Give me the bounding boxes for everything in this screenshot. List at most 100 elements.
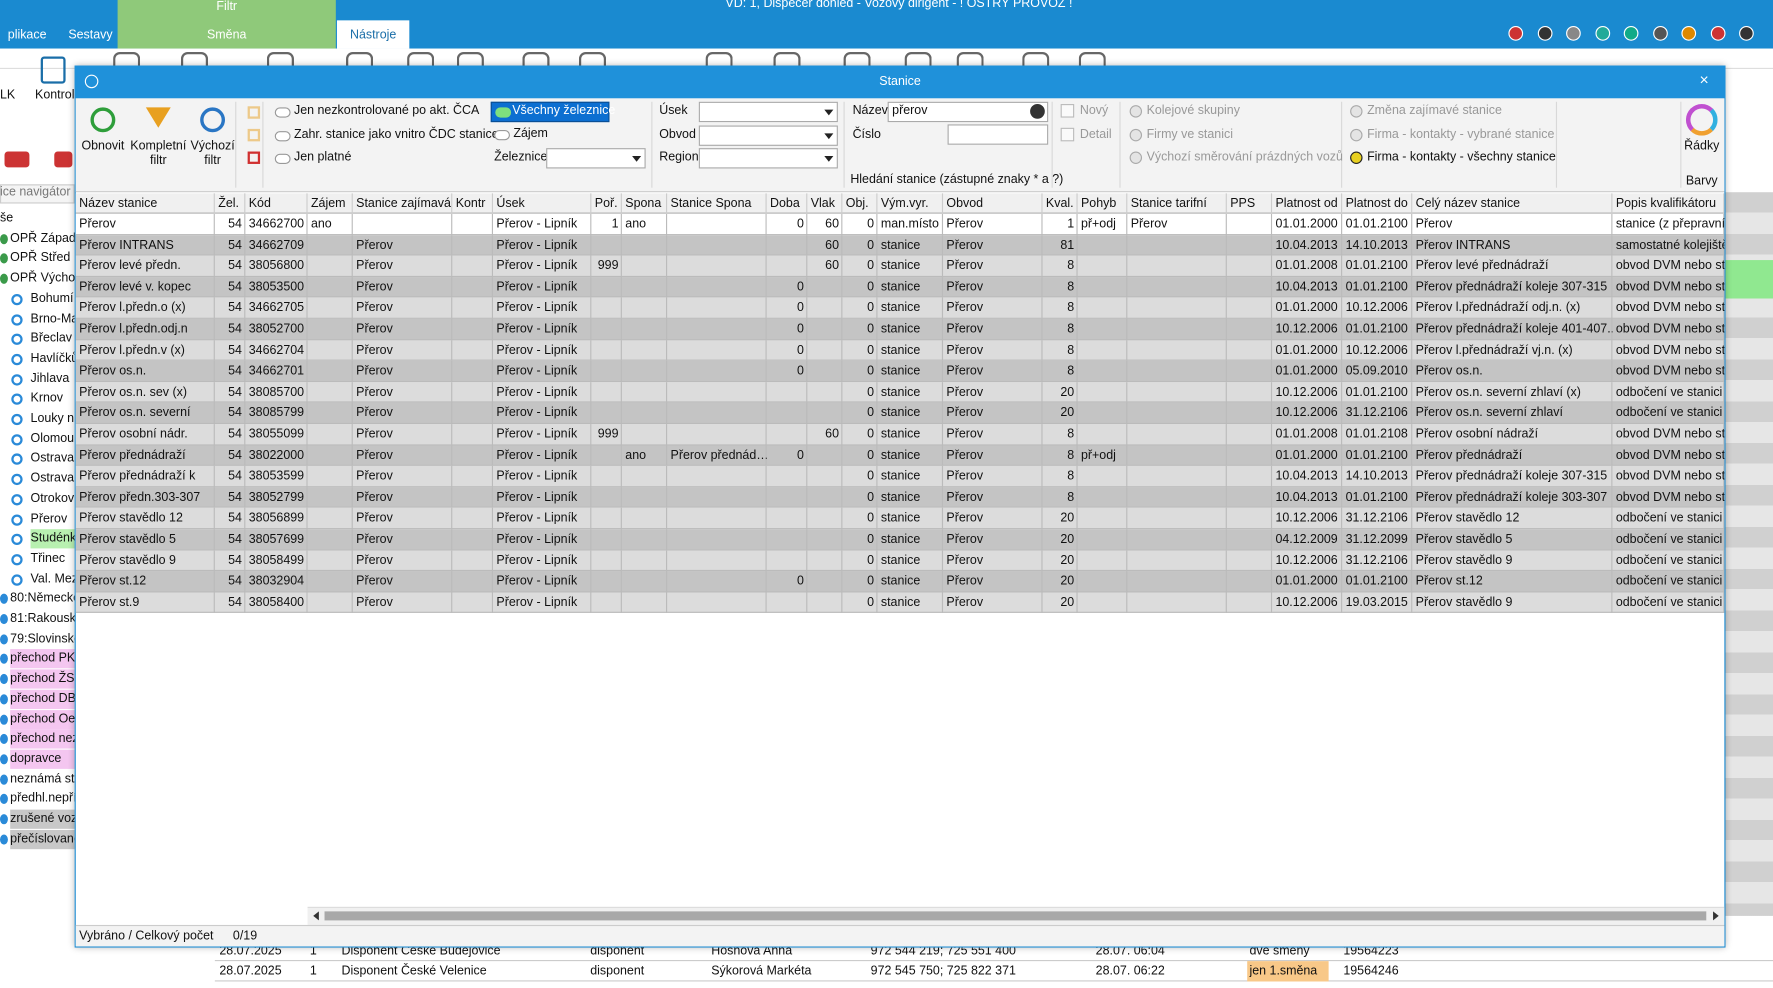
- ribbon-icon[interactable]: [407, 52, 435, 66]
- link[interactable]: Firma - kontakty - vybrané stanice: [1367, 127, 1555, 141]
- tree-item[interactable]: 79:Slovinsko: [10, 631, 75, 646]
- column-header[interactable]: Spona: [622, 193, 668, 214]
- ribbon-icon[interactable]: [843, 52, 871, 66]
- link[interactable]: Firmy ve stanici: [1146, 127, 1233, 141]
- column-header[interactable]: Zájem: [308, 193, 353, 214]
- small-icon[interactable]: [247, 151, 261, 164]
- column-header[interactable]: Doba: [767, 193, 808, 214]
- rows-icon[interactable]: [1685, 104, 1718, 136]
- column-header[interactable]: Popis kvalifikátoru: [1612, 193, 1725, 214]
- tree-item[interactable]: Bohumí: [30, 291, 74, 306]
- ribbon-tab[interactable]: Nástroje: [349, 28, 397, 42]
- checkbox-label[interactable]: Nový: [1079, 104, 1109, 118]
- option-label[interactable]: Jen platné: [293, 150, 352, 164]
- tree-item[interactable]: Třinec: [30, 551, 66, 566]
- tree-item[interactable]: přechod Oe: [10, 709, 75, 729]
- tree-item[interactable]: přechod ŽSI: [10, 669, 75, 689]
- scroll-thumb[interactable]: [324, 911, 1707, 921]
- column-header[interactable]: Kód: [245, 193, 308, 214]
- clear-button[interactable]: [1030, 104, 1045, 119]
- table-row[interactable]: [75, 529, 1725, 551]
- tree-item[interactable]: Studénk: [30, 529, 75, 549]
- left-icon[interactable]: [40, 56, 66, 84]
- tree-item[interactable]: Otrokov: [30, 491, 75, 506]
- ribbon-icon[interactable]: [522, 52, 550, 66]
- checkbox[interactable]: [1060, 104, 1075, 118]
- table-row[interactable]: [75, 550, 1725, 572]
- column-header[interactable]: Vým.vyr.: [877, 193, 944, 214]
- ribbon-tab[interactable]: Sestavy: [68, 28, 113, 42]
- column-header[interactable]: Název stanice: [76, 193, 215, 214]
- table-row[interactable]: [75, 276, 1725, 298]
- toggle-on[interactable]: [495, 107, 512, 118]
- ribbon-icon[interactable]: [705, 52, 733, 66]
- column-header[interactable]: Stanice Spona: [667, 193, 767, 214]
- tree-item[interactable]: přechod nez: [10, 729, 75, 749]
- column-header[interactable]: Žel.: [215, 193, 246, 214]
- link[interactable]: Kolejové skupiny: [1146, 104, 1240, 118]
- scroll-arrow[interactable]: [313, 911, 319, 921]
- column-header[interactable]: Platnost do: [1342, 193, 1413, 214]
- column-header[interactable]: Poř.: [591, 193, 622, 214]
- link[interactable]: Změna zajímavé stanice: [1367, 104, 1502, 118]
- tree-item[interactable]: še: [0, 211, 14, 226]
- table-row[interactable]: [75, 402, 1725, 425]
- tree-item[interactable]: Louky na: [30, 411, 75, 426]
- table-row[interactable]: [75, 424, 1725, 446]
- column-header[interactable]: Platnost od: [1272, 193, 1343, 214]
- table-row[interactable]: [75, 297, 1725, 319]
- checkbox-label[interactable]: Detail: [1079, 127, 1112, 141]
- toolbar-button[interactable]: Obnovit: [81, 139, 125, 153]
- ribbon-icon[interactable]: [113, 52, 141, 66]
- toolbar-icon[interactable]: [1566, 26, 1581, 41]
- ribbon-tab[interactable]: Filtr: [216, 0, 238, 14]
- table-row[interactable]: [75, 318, 1725, 340]
- search-value[interactable]: přerov: [892, 104, 928, 118]
- toolbar-icon[interactable]: [1508, 26, 1524, 41]
- tree-item[interactable]: OPŘ Západ: [10, 231, 75, 246]
- toolbar-icon[interactable]: [1739, 26, 1754, 41]
- tree-item[interactable]: Ostrava-: [30, 471, 75, 486]
- table-row[interactable]: [75, 360, 1725, 382]
- table-row[interactable]: [75, 381, 1725, 403]
- column-header[interactable]: Vlak: [807, 193, 843, 214]
- option-label[interactable]: Zahr. stanice jako vnitro ČDC stanice: [293, 127, 499, 141]
- toolbar-icon[interactable]: [1594, 26, 1610, 41]
- ribbon-icon[interactable]: [180, 52, 209, 66]
- ribbon-tab[interactable]: plikace: [7, 28, 47, 42]
- table-row[interactable]: [75, 213, 1725, 235]
- tree-item[interactable]: zrušené voz: [10, 809, 75, 829]
- combo-box[interactable]: [698, 124, 838, 146]
- table-row[interactable]: [75, 571, 1725, 593]
- tree-item[interactable]: přechod PKI: [10, 649, 75, 669]
- scroll-arrow[interactable]: [1713, 911, 1719, 921]
- toggle[interactable]: [274, 130, 291, 141]
- tree-item[interactable]: OPŘ Střed: [10, 251, 71, 266]
- column-header[interactable]: Kval.: [1043, 193, 1078, 214]
- toggle[interactable]: [494, 130, 510, 141]
- column-header[interactable]: Obj.: [842, 193, 878, 214]
- toolbar-icon[interactable]: [1537, 26, 1552, 41]
- ribbon-icon[interactable]: [578, 52, 607, 66]
- number-input[interactable]: [947, 124, 1049, 145]
- toolbar-icon[interactable]: [1681, 26, 1697, 41]
- tree-item[interactable]: Přerov: [30, 511, 68, 526]
- table-row[interactable]: [75, 255, 1725, 277]
- ribbon-icon[interactable]: [773, 52, 801, 66]
- tree-item[interactable]: dopravce: [10, 749, 75, 769]
- table-row[interactable]: [75, 339, 1725, 361]
- column-header[interactable]: Úsek: [493, 193, 592, 214]
- tree-item[interactable]: OPŘ Východ: [10, 271, 75, 286]
- column-header[interactable]: Stanice tarifní: [1127, 193, 1227, 214]
- ribbon-icon[interactable]: [956, 52, 984, 66]
- tree-item[interactable]: neznámá sta: [10, 771, 75, 786]
- ribbon-icon[interactable]: [1022, 52, 1050, 66]
- option-label[interactable]: Jen nezkontrolované po akt. ČCA: [293, 104, 480, 118]
- small-icon[interactable]: [247, 128, 261, 142]
- tree-item[interactable]: Brno-Ma: [30, 311, 75, 326]
- combo-box[interactable]: [546, 148, 646, 169]
- toolbar-button[interactable]: Kompletní filtr: [130, 139, 187, 168]
- search-input[interactable]: [887, 101, 1049, 123]
- column-header[interactable]: Obvod: [943, 193, 1043, 214]
- tree-item[interactable]: Ostrava: [30, 451, 75, 466]
